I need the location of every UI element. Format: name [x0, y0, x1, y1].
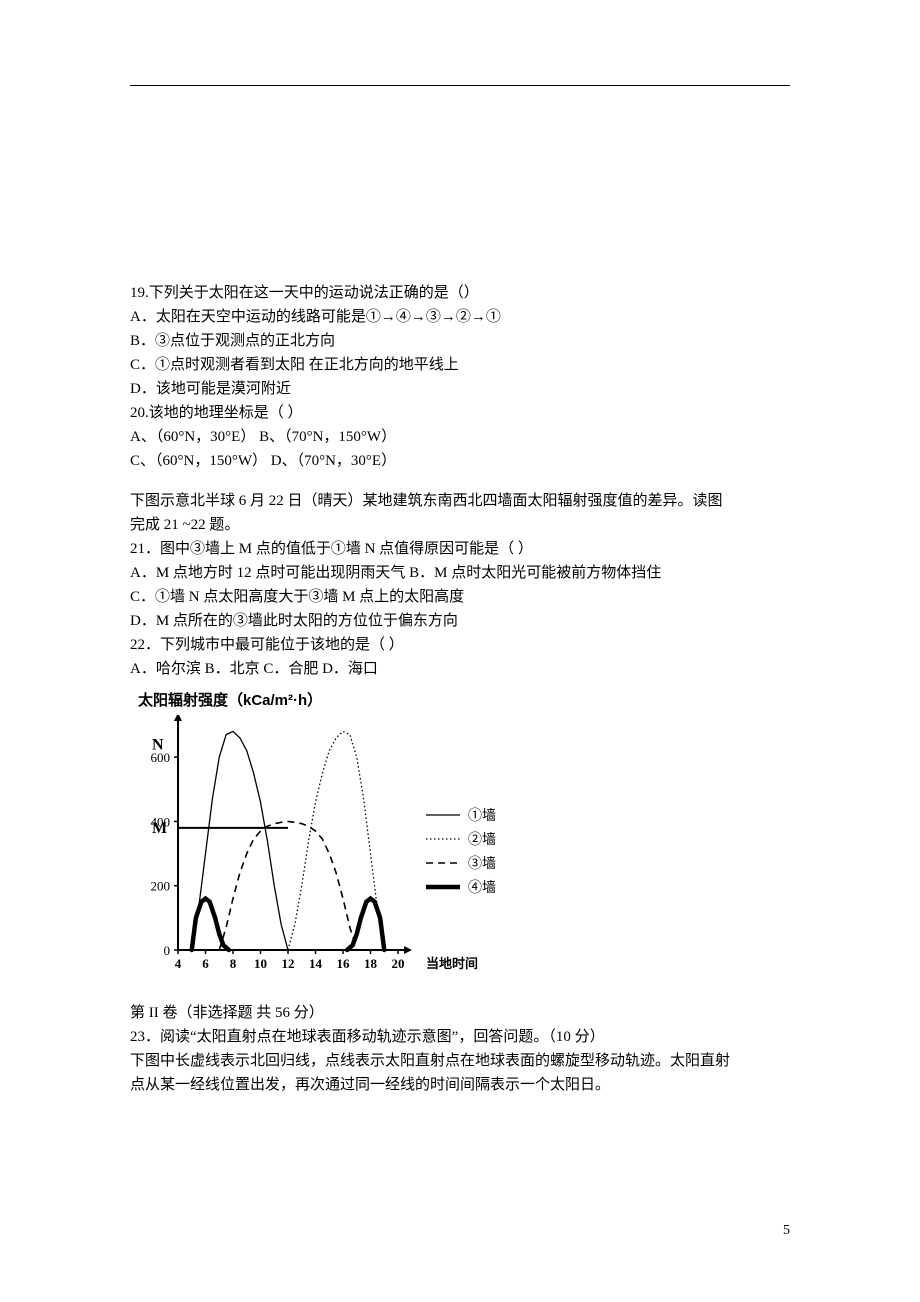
- q19-option-c: C．①点时观测者看到太阳 在正北方向的地平线上: [130, 353, 790, 377]
- svg-text:16: 16: [337, 956, 351, 971]
- q20-stem: 20.该地的地理坐标是（ ）: [130, 401, 790, 425]
- chart-block: 太阳辐射强度（kCa/m²·h） 0200400600NM46810121416…: [130, 689, 790, 985]
- part-ii-header: 第 II 卷（非选择题 共 56 分）: [130, 1001, 790, 1025]
- chart-title: 太阳辐射强度（kCa/m²·h）: [138, 689, 790, 713]
- page-number: 5: [783, 1220, 790, 1242]
- svg-text:M: M: [152, 820, 167, 837]
- svg-text:4: 4: [175, 956, 182, 971]
- svg-text:20: 20: [392, 956, 405, 971]
- q19-stem: 19.下列关于太阳在这一天中的运动说法正确的是（）: [130, 281, 790, 305]
- q20-options-cd: C、（60°N，150°W） D、（70°N，30°E）: [130, 449, 790, 473]
- chart-wrap: 0200400600NM468101214161820当地时间①墙②墙③墙④墙: [130, 715, 510, 985]
- q21-options-ab: A．M 点地方时 12 点时可能出现阴雨天气 B．M 点时太阳光可能被前方物体挡…: [130, 561, 790, 585]
- svg-text:8: 8: [230, 956, 237, 971]
- q22-stem: 22．下列城市中最可能位于该地的是（ ）: [130, 633, 790, 657]
- svg-text:6: 6: [202, 956, 209, 971]
- q19-option-a: A．太阳在天空中运动的线路可能是①→④→③→②→①: [130, 305, 790, 329]
- header-rule: [130, 85, 790, 86]
- svg-text:④墙: ④墙: [468, 880, 496, 896]
- q21-option-c: C．①墙 N 点太阳高度大于③墙 M 点上的太阳高度: [130, 585, 790, 609]
- page-content: 19.下列关于太阳在这一天中的运动说法正确的是（） A．太阳在天空中运动的线路可…: [0, 0, 920, 1097]
- svg-text:10: 10: [254, 956, 267, 971]
- q23-line1: 下图中长虚线表示北回归线，点线表示太阳直射点在地球表面的螺旋型移动轨迹。太阳直射: [130, 1049, 790, 1073]
- q21-stem: 21．图中③墙上 M 点的值低于①墙 N 点值得原因可能是（ ）: [130, 537, 790, 561]
- svg-text:18: 18: [364, 956, 378, 971]
- intro-2122-line2: 完成 21 ~22 题。: [130, 513, 790, 537]
- svg-text:②墙: ②墙: [468, 832, 496, 848]
- svg-text:14: 14: [309, 956, 323, 971]
- q23-line2: 点从某一经线位置出发，再次通过同一经线的时间间隔表示一个太阳日。: [130, 1073, 790, 1097]
- svg-text:③墙: ③墙: [468, 856, 496, 872]
- q20-options-ab: A、（60°N，30°E） B、（70°N，150°W）: [130, 425, 790, 449]
- svg-text:①墙: ①墙: [468, 808, 496, 824]
- q19-option-b: B．③点位于观测点的正北方向: [130, 329, 790, 353]
- svg-text:N: N: [152, 736, 164, 753]
- q22-options: A．哈尔滨 B．北京 C．合肥 D．海口: [130, 657, 790, 681]
- intro-2122-line1: 下图示意北半球 6 月 22 日（晴天）某地建筑东南西北四墙面太阳辐射强度值的差…: [130, 489, 790, 513]
- q21-option-d: D．M 点所在的③墙此时太阳的方位位于偏东方向: [130, 609, 790, 633]
- radiation-chart: 0200400600NM468101214161820当地时间①墙②墙③墙④墙: [130, 715, 510, 985]
- svg-text:12: 12: [282, 956, 295, 971]
- q23-stem: 23．阅读“太阳直射点在地球表面移动轨迹示意图”，回答问题。（10 分）: [130, 1025, 790, 1049]
- q19-option-d: D．该地可能是漠河附近: [130, 377, 790, 401]
- svg-text:200: 200: [151, 879, 171, 894]
- svg-text:0: 0: [164, 943, 171, 958]
- svg-text:当地时间: 当地时间: [426, 956, 478, 971]
